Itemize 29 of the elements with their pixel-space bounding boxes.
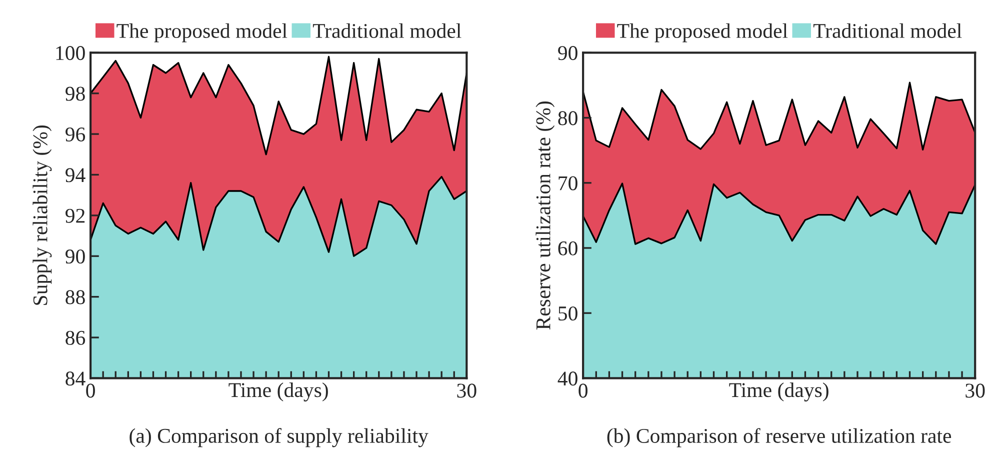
x-axis-title: Time (days)	[729, 382, 828, 402]
y-tick-label: 80	[558, 111, 578, 126]
y-tick-label: 88	[66, 290, 85, 304]
legend-label: Traditional model	[312, 23, 462, 38]
y-tick-label: 96	[66, 127, 86, 142]
y-tick-label: 60	[558, 241, 578, 256]
y-tick-label: 94	[66, 168, 86, 182]
legend-label: Traditional model	[813, 23, 962, 38]
x-axis-title: Time (days)	[228, 382, 328, 402]
x-tick-label: 0	[86, 384, 95, 398]
x-tick-label: 30	[457, 384, 476, 398]
legend-label: The proposed model	[617, 23, 788, 42]
y-tick-label: 90	[558, 46, 578, 60]
y-tick-label: 40	[558, 372, 578, 386]
y-tick-label: 100	[56, 46, 85, 60]
y-tick-label: 98	[66, 86, 85, 101]
y-tick-label: 90	[66, 249, 85, 264]
x-tick-label: 0	[578, 384, 588, 398]
y-tick-label: 84	[66, 372, 86, 386]
y-axis-title: Reserve utilization rate (%)	[536, 102, 555, 330]
y-tick-label: 86	[66, 330, 86, 345]
y-axis-title: Supply reliability (%)	[32, 125, 52, 305]
y-tick-label: 50	[558, 306, 578, 321]
text: (b) Comparison of reserve utilization rate	[607, 428, 952, 448]
y-tick-label: 92	[66, 208, 85, 223]
legend-label: The proposed model	[116, 23, 288, 42]
x-tick-label: 30	[966, 384, 985, 398]
text: (a) Comparison of supply reliability	[130, 428, 428, 448]
y-tick-label: 70	[558, 176, 578, 190]
